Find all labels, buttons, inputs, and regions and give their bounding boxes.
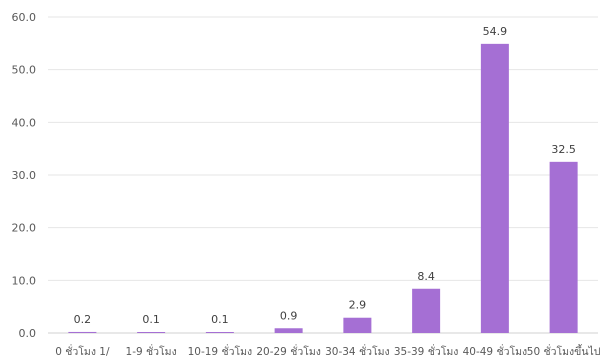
y-tick-label: 20.0 xyxy=(12,222,37,235)
y-tick-label: 0.0 xyxy=(19,327,37,340)
category-label: 0 ชั่วโมง 1/ xyxy=(55,344,110,358)
y-tick-label: 30.0 xyxy=(12,169,37,182)
data-label: 54.9 xyxy=(483,25,508,38)
category-label: 1-9 ชั่วโมง xyxy=(126,344,177,358)
data-label: 0.1 xyxy=(142,313,160,326)
category-label: 50 ชั่วโมงขึ้นไป xyxy=(527,344,601,358)
bars xyxy=(68,43,578,334)
bar xyxy=(480,43,509,334)
y-axis-tick-labels: 0.0 10.0 20.0 30.0 40.0 50.0 60.0 xyxy=(12,11,37,340)
data-label: 0.2 xyxy=(74,313,92,326)
data-labels: 0.2 0.1 0.1 0.9 2.9 8.4 54.9 32.5 xyxy=(74,25,576,326)
y-tick-label: 60.0 xyxy=(12,11,37,24)
bar xyxy=(549,161,578,333)
bar xyxy=(137,332,166,333)
grid-lines xyxy=(48,16,598,334)
data-label: 8.4 xyxy=(417,270,435,283)
bar xyxy=(274,328,303,333)
bar xyxy=(343,317,372,333)
y-tick-label: 10.0 xyxy=(12,274,37,287)
x-axis-category-labels: 0 ชั่วโมง 1/1-9 ชั่วโมง 10-19 ชั่วโมง 20-2… xyxy=(55,344,601,358)
bar xyxy=(68,331,97,333)
y-tick-label: 40.0 xyxy=(12,116,37,129)
bar xyxy=(412,288,441,333)
data-label: 2.9 xyxy=(349,299,367,312)
bar xyxy=(205,332,234,333)
category-label: 40-49 ชั่วโมง xyxy=(463,344,528,358)
category-label: 35-39 ชั่วโมง xyxy=(394,344,459,358)
category-label: 30-34 ชั่วโมง xyxy=(325,344,390,358)
data-label: 0.1 xyxy=(211,313,229,326)
data-label: 0.9 xyxy=(280,309,298,322)
data-label: 32.5 xyxy=(551,143,576,156)
y-tick-label: 50.0 xyxy=(12,64,37,77)
category-label: 20-29 ชั่วโมง xyxy=(256,344,321,358)
category-label: 10-19 ชั่วโมง xyxy=(188,344,253,358)
